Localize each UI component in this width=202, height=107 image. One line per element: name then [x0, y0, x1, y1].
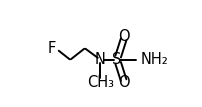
Text: O: O	[118, 29, 130, 44]
Text: S: S	[112, 52, 121, 67]
Text: O: O	[118, 75, 130, 90]
Text: F: F	[47, 41, 55, 56]
Text: CH₃: CH₃	[86, 75, 113, 90]
Text: NH₂: NH₂	[140, 52, 168, 67]
Text: N: N	[95, 52, 105, 67]
